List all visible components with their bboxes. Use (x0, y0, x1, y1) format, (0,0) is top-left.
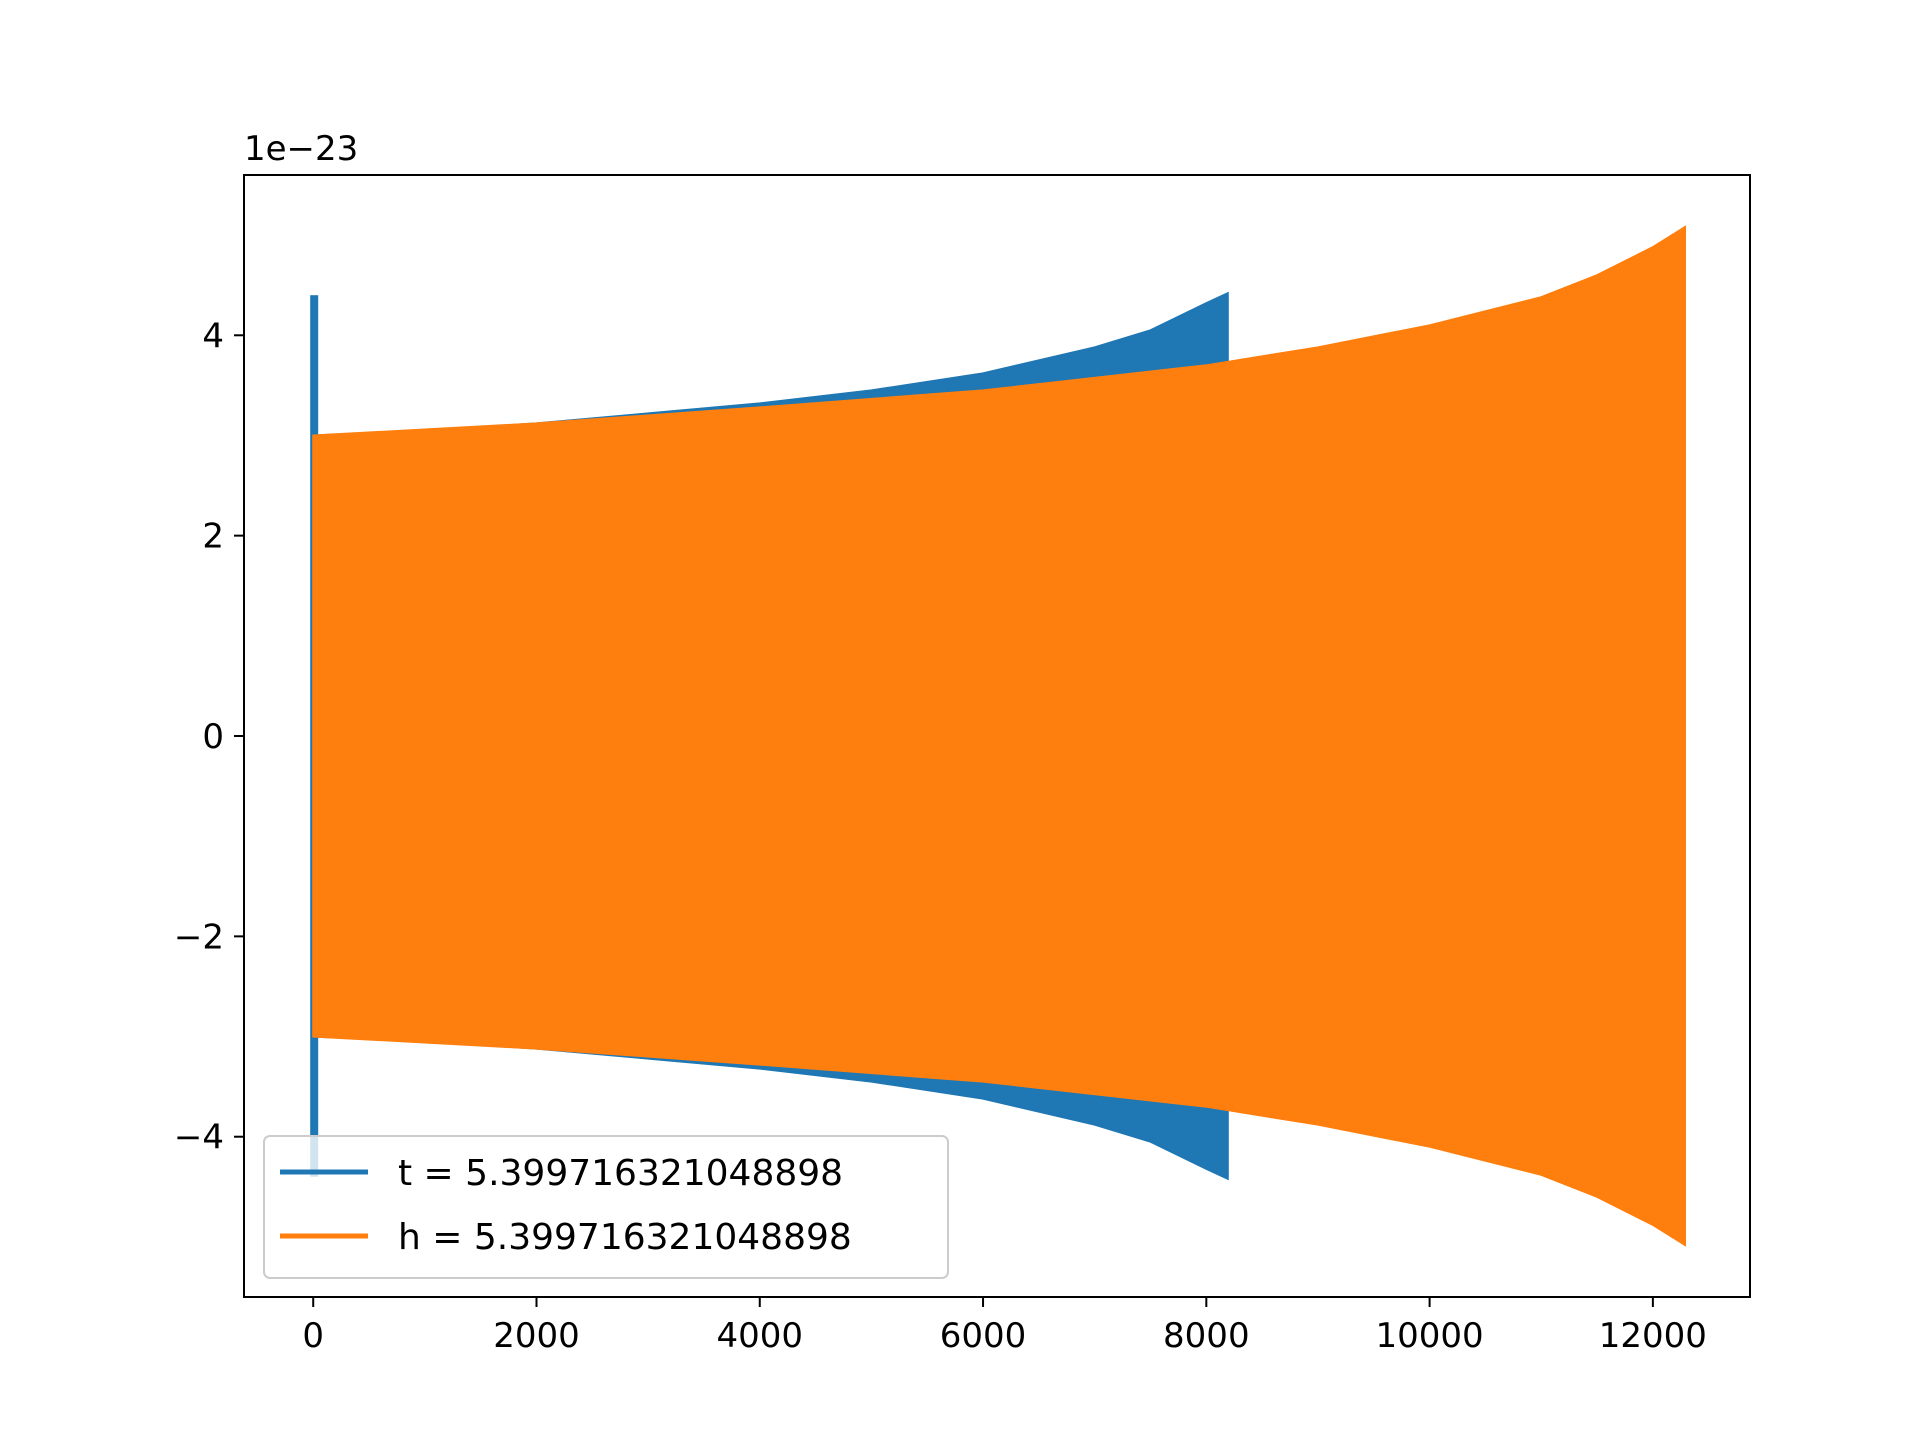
x-tick-label: 6000 (940, 1316, 1027, 1356)
legend-label-h: h = 5.399716321048898 (398, 1217, 852, 1258)
x-tick-label: 4000 (717, 1316, 804, 1356)
x-tick-label: 12000 (1599, 1316, 1707, 1356)
y-tick-label: 4 (202, 316, 224, 356)
y-tick-label: −2 (174, 917, 224, 957)
y-tick-label: 2 (202, 517, 224, 557)
legend: t = 5.399716321048898 h = 5.399716321048… (263, 1135, 949, 1279)
y-tick-label: −4 (174, 1118, 224, 1158)
x-tick-label: 8000 (1163, 1316, 1250, 1356)
legend-box (263, 1135, 949, 1279)
y-axis: 4 2 0 −2 −4 (174, 316, 244, 1158)
series-layer (310, 225, 1686, 1247)
x-tick-label: 0 (302, 1316, 324, 1356)
x-tick-label: 10000 (1376, 1316, 1484, 1356)
legend-label-t: t = 5.399716321048898 (398, 1153, 843, 1194)
y-offset-label: 1e−23 (244, 129, 358, 169)
y-tick-label: 0 (202, 717, 224, 757)
x-axis: 0 2000 4000 6000 8000 10000 12000 (302, 1297, 1707, 1356)
series-1-band (312, 225, 1686, 1247)
x-tick-label: 2000 (493, 1316, 580, 1356)
